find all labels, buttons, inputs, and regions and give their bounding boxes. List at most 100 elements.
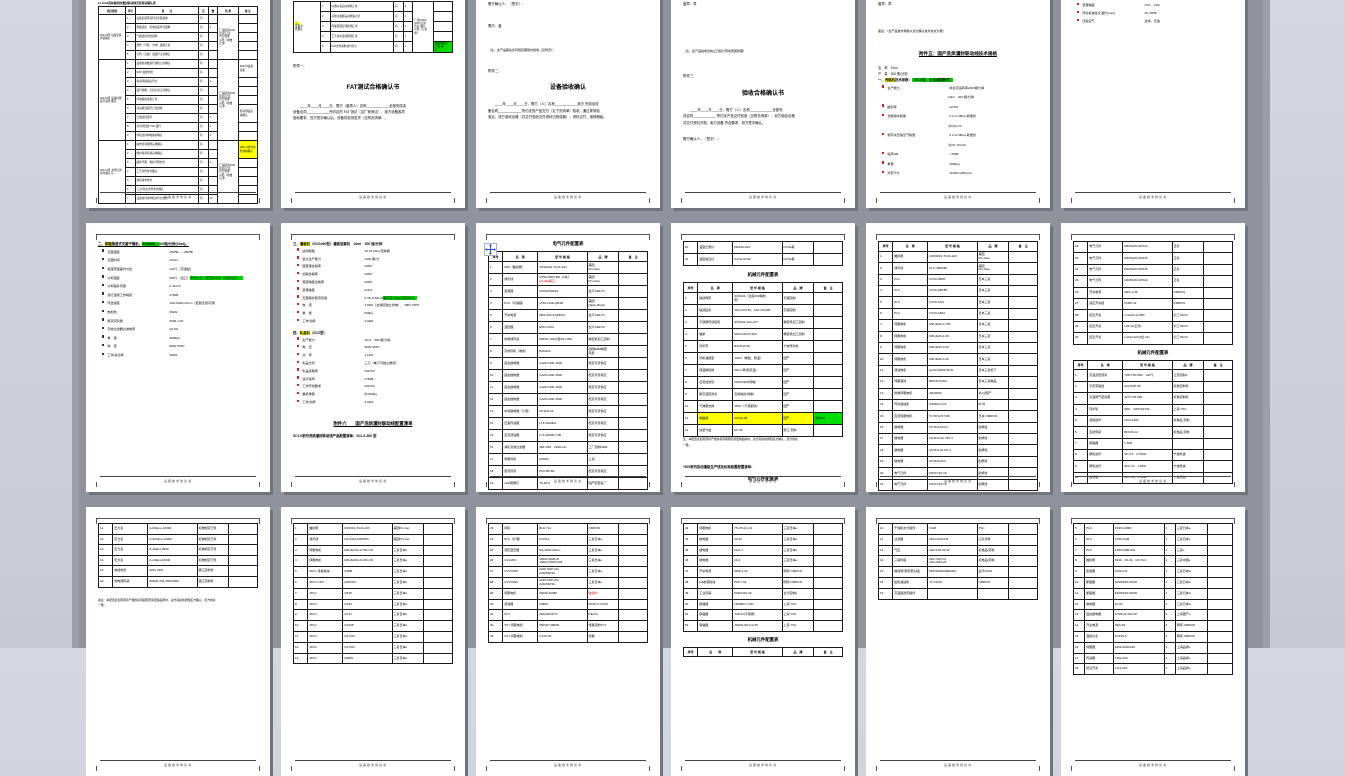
table-cell: 1 xyxy=(207,113,219,124)
table-cell xyxy=(1008,341,1038,355)
table-cell: 石棉编织(特制) xyxy=(732,388,783,402)
table-cell: 宁波凯迪 xyxy=(1171,471,1205,485)
table-cell: 9 xyxy=(682,388,699,402)
table-row: 5 3PLC 基板模块 Q38B 三菱日本e xyxy=(292,566,453,578)
bullet-icon xyxy=(102,249,105,252)
table-cell: 150N（不锈钢款） xyxy=(732,400,783,414)
page-14[interactable]: 1 触摸屏 GP2301-TC41-24V 美国Pro-fac 2 通讯线 GP-2301-… xyxy=(281,507,465,776)
table-cell: 有 xyxy=(198,122,209,133)
table-cell: T5-28-6 xyxy=(537,477,588,491)
table-cell xyxy=(228,544,258,556)
table-cell: FX3U-CNV xyxy=(927,296,978,309)
table-cell: 有 xyxy=(198,14,209,25)
spacer xyxy=(878,7,1038,29)
table-cell xyxy=(423,609,453,622)
table-cell xyxy=(618,587,648,600)
paragraph: ____年____月____日，需方（人）名称____________全部完 成合… xyxy=(683,107,843,126)
page-6[interactable]: 装量精度 ±1% ≤1% 传动系统最大温升(max) 40~65℃ 压缩空气 洁净、无油设… xyxy=(1061,0,1245,208)
table-cell: 14. xyxy=(877,398,894,412)
spec-item: 重量 2500kg xyxy=(878,160,1038,170)
table-row: 8 3PLC QX41 三菱日本e xyxy=(292,598,453,611)
table-cell: SUS304-10A-22T xyxy=(732,316,783,330)
table-cell xyxy=(1203,392,1233,405)
table: 11. 压力表 0~60kpa·-10000 标准制定元件 12. 压力表 0~600kpa… xyxy=(97,523,258,588)
spec-value: ≥5min xyxy=(169,258,178,263)
table-cell: 日本三菱 xyxy=(976,353,1010,366)
table-cell: 3 xyxy=(487,285,504,299)
page-2[interactable]: 三、 设备文 件确认 1 仪器仪表完好校准正常有 1 厂家DOPA SOP 培训 符合·确认 平稳… xyxy=(281,0,465,208)
footer-right-tick xyxy=(649,482,650,487)
table-row: 10 气弹簧支撑 150N（不锈钢款） 国产 xyxy=(682,400,843,414)
page-10[interactable]: 20 温度记录仪 DR230-GP1 KAYE美 21 温度验证仪 KAYE-AVS2 KAY… xyxy=(671,223,855,492)
spec-item: 运行噪声 ≤75dB xyxy=(293,376,453,384)
table-cell: MY2NJ-24 xyxy=(537,405,588,419)
page-7[interactable]: 二、烘箱隧道式灭菌干燥机，SCM400，300瓶/分钟(10ml)。 灭菌温度 25… xyxy=(86,223,270,492)
table-cell: 13 xyxy=(292,652,309,665)
table-cell: 由现场验证 人员 确认 xyxy=(432,41,454,53)
table-cell xyxy=(813,523,843,535)
table-cell: 47 xyxy=(682,566,699,578)
table-cell: 厂家DOPA SOP 培训 符合·确认 平稳（记录 附） xyxy=(412,1,434,53)
footer-rule xyxy=(880,192,1036,193)
page-16[interactable]: 43 伺服电机 75-0712 2-01 三菱日本e 44 继电器 20-52 三菱日本e 45… xyxy=(671,507,855,776)
paragraph: 注：本配置表如有因停产或供货周期原因需更换品牌时，卖方需提前通知买方确认，双方协… xyxy=(683,437,843,448)
table-row: 5 同步带 B375LW-25 宁波传动件 xyxy=(682,340,843,354)
table-cell xyxy=(618,405,648,419)
table-cell: KAYE美 xyxy=(781,253,815,266)
spec-label: 破损率 xyxy=(887,104,897,109)
table-cell xyxy=(813,364,843,378)
table-header-row: 序号名 称型 号·规 格品 牌备 注 xyxy=(682,281,843,294)
table-cell xyxy=(1008,433,1038,446)
table-cell: 1 xyxy=(1163,598,1176,611)
page-9[interactable]: 电气元件配置表 序号名 称型 号·规 格品 牌备 注 1 HMI（触摸屏） GP2301… xyxy=(476,223,660,492)
table-cell: 空载连续运行 xyxy=(134,113,200,124)
page-4[interactable]: 盖章：章 （注：此产品验收合格之日起计算免费保修期） 附件三 验收合格确认书 ____… xyxy=(671,0,855,208)
page-12[interactable]: 22. 电气元件 DZ26S/20-2P012 正泰 23. 电气元件 DZ26S/20-2… xyxy=(1061,223,1245,492)
table-row: 5 停电保护试机正常有 xyxy=(99,95,259,106)
page-5[interactable]: 盖章：章 备注：（此产品技术规格以双方确认技术协议为准） · 附件五：国产洗烘灌封联动… xyxy=(866,0,1050,208)
page-15[interactable]: 23 风机 BLD-711 OMRON 24 PLC（扩展） FX2N-1 三菱日本e 25 调压… xyxy=(476,507,660,776)
table-cell: 三菱日本e xyxy=(391,620,425,632)
table-cell: 3. xyxy=(1072,392,1089,405)
document-canvas[interactable]: 11.10ml西林瓶洗烘灌封联动线安装调试确认表 项目类别 序号项 目定数结 果备 … xyxy=(72,0,1270,776)
page-17[interactable]: 10 干燥机水分组件 F018 TSC 11 过滤器 HDLC220-0-B 山东滨特 12 气缸… xyxy=(866,507,1050,776)
red-bullet-icon xyxy=(297,303,300,306)
table-cell: 同步带 xyxy=(697,340,734,354)
table-cell: 快装卡盘 xyxy=(697,424,734,438)
spacer xyxy=(683,80,843,88)
page-18[interactable]: 5 PLC FX2N-16MR 1 三菱日本e 6 PLC FX2N-32M 1 三菱日本e 7 PL… xyxy=(1061,507,1245,776)
footer-text: 设备技术协议书 xyxy=(358,195,387,199)
table-row: 7 热电偶传感 WRNK-191(K型Φ1×150) 精密机加工定制 xyxy=(487,333,648,347)
table-row: 15. 电加热管 220V 2kW 镇江定制件 xyxy=(97,565,258,577)
table-cell: BR230 (D10) xyxy=(927,376,978,389)
page-13[interactable]: 11. 压力表 0~60kpa·-10000 标准制定元件 12. 压力表 0~600kpa… xyxy=(86,507,270,776)
page-8[interactable]: 三、灌装机（SCG400型）灌装加塞机 10ml 300 瓶/分钟 适用规格 10,… xyxy=(281,223,465,492)
table-cell: 1 xyxy=(402,31,414,42)
table-cell xyxy=(1203,320,1233,334)
spec-value: ≥99.5% xyxy=(364,368,375,373)
table-cell: 欧姆龙 xyxy=(976,444,1010,457)
table-cell xyxy=(813,328,843,342)
page-1[interactable]: 11.10ml西林瓶洗烘灌封联动线安装调试确认表 项目类别 序号项 目定数结 果备 … xyxy=(86,0,270,208)
spec-section-heading: 一、洗瓶机技术参数：（SCX型，全自动回转式） xyxy=(878,77,1038,84)
heading-segment: 烘箱 xyxy=(104,242,112,246)
table: 22. 电气元件 DZ26S/20-2P012 正泰 23. 电气元件 DZ26S/20-2… xyxy=(1072,240,1233,345)
table-cell: 稳定可靠供应 xyxy=(586,381,620,395)
red-bullet-icon xyxy=(297,383,300,387)
spacer xyxy=(293,70,453,82)
page-3[interactable]: 需方确认人：（签字）： 需方：盖 （注：此产品需在合同规定期限内验收（见附页）） 附件… xyxy=(476,0,660,208)
table-cell: 43 xyxy=(682,523,699,535)
table-cell xyxy=(237,23,259,34)
table-cell: 2021.9交付文 件资料确认 xyxy=(237,140,259,160)
page-11[interactable]: 序号名 称型 号·规 格品 牌备 注 1. 触摸屏 GP2301S-TC41-24V 美… xyxy=(866,223,1050,492)
footer-right-tick xyxy=(844,198,845,203)
text-boundary-mark xyxy=(876,234,1040,240)
heading-segment: （SCG400型）灌装加塞机 10ml 300 瓶/分钟 xyxy=(309,242,383,246)
table-cell: 美国 Pro-face xyxy=(586,261,620,275)
paragraph: 附件一. xyxy=(293,63,453,70)
spacer xyxy=(683,97,843,107)
table-cell: 温控器 xyxy=(502,321,539,335)
table-cell: 2 xyxy=(682,304,699,318)
table-cell: DZ47C10-1P xyxy=(927,467,978,480)
table-move-handle[interactable] xyxy=(484,243,497,256)
